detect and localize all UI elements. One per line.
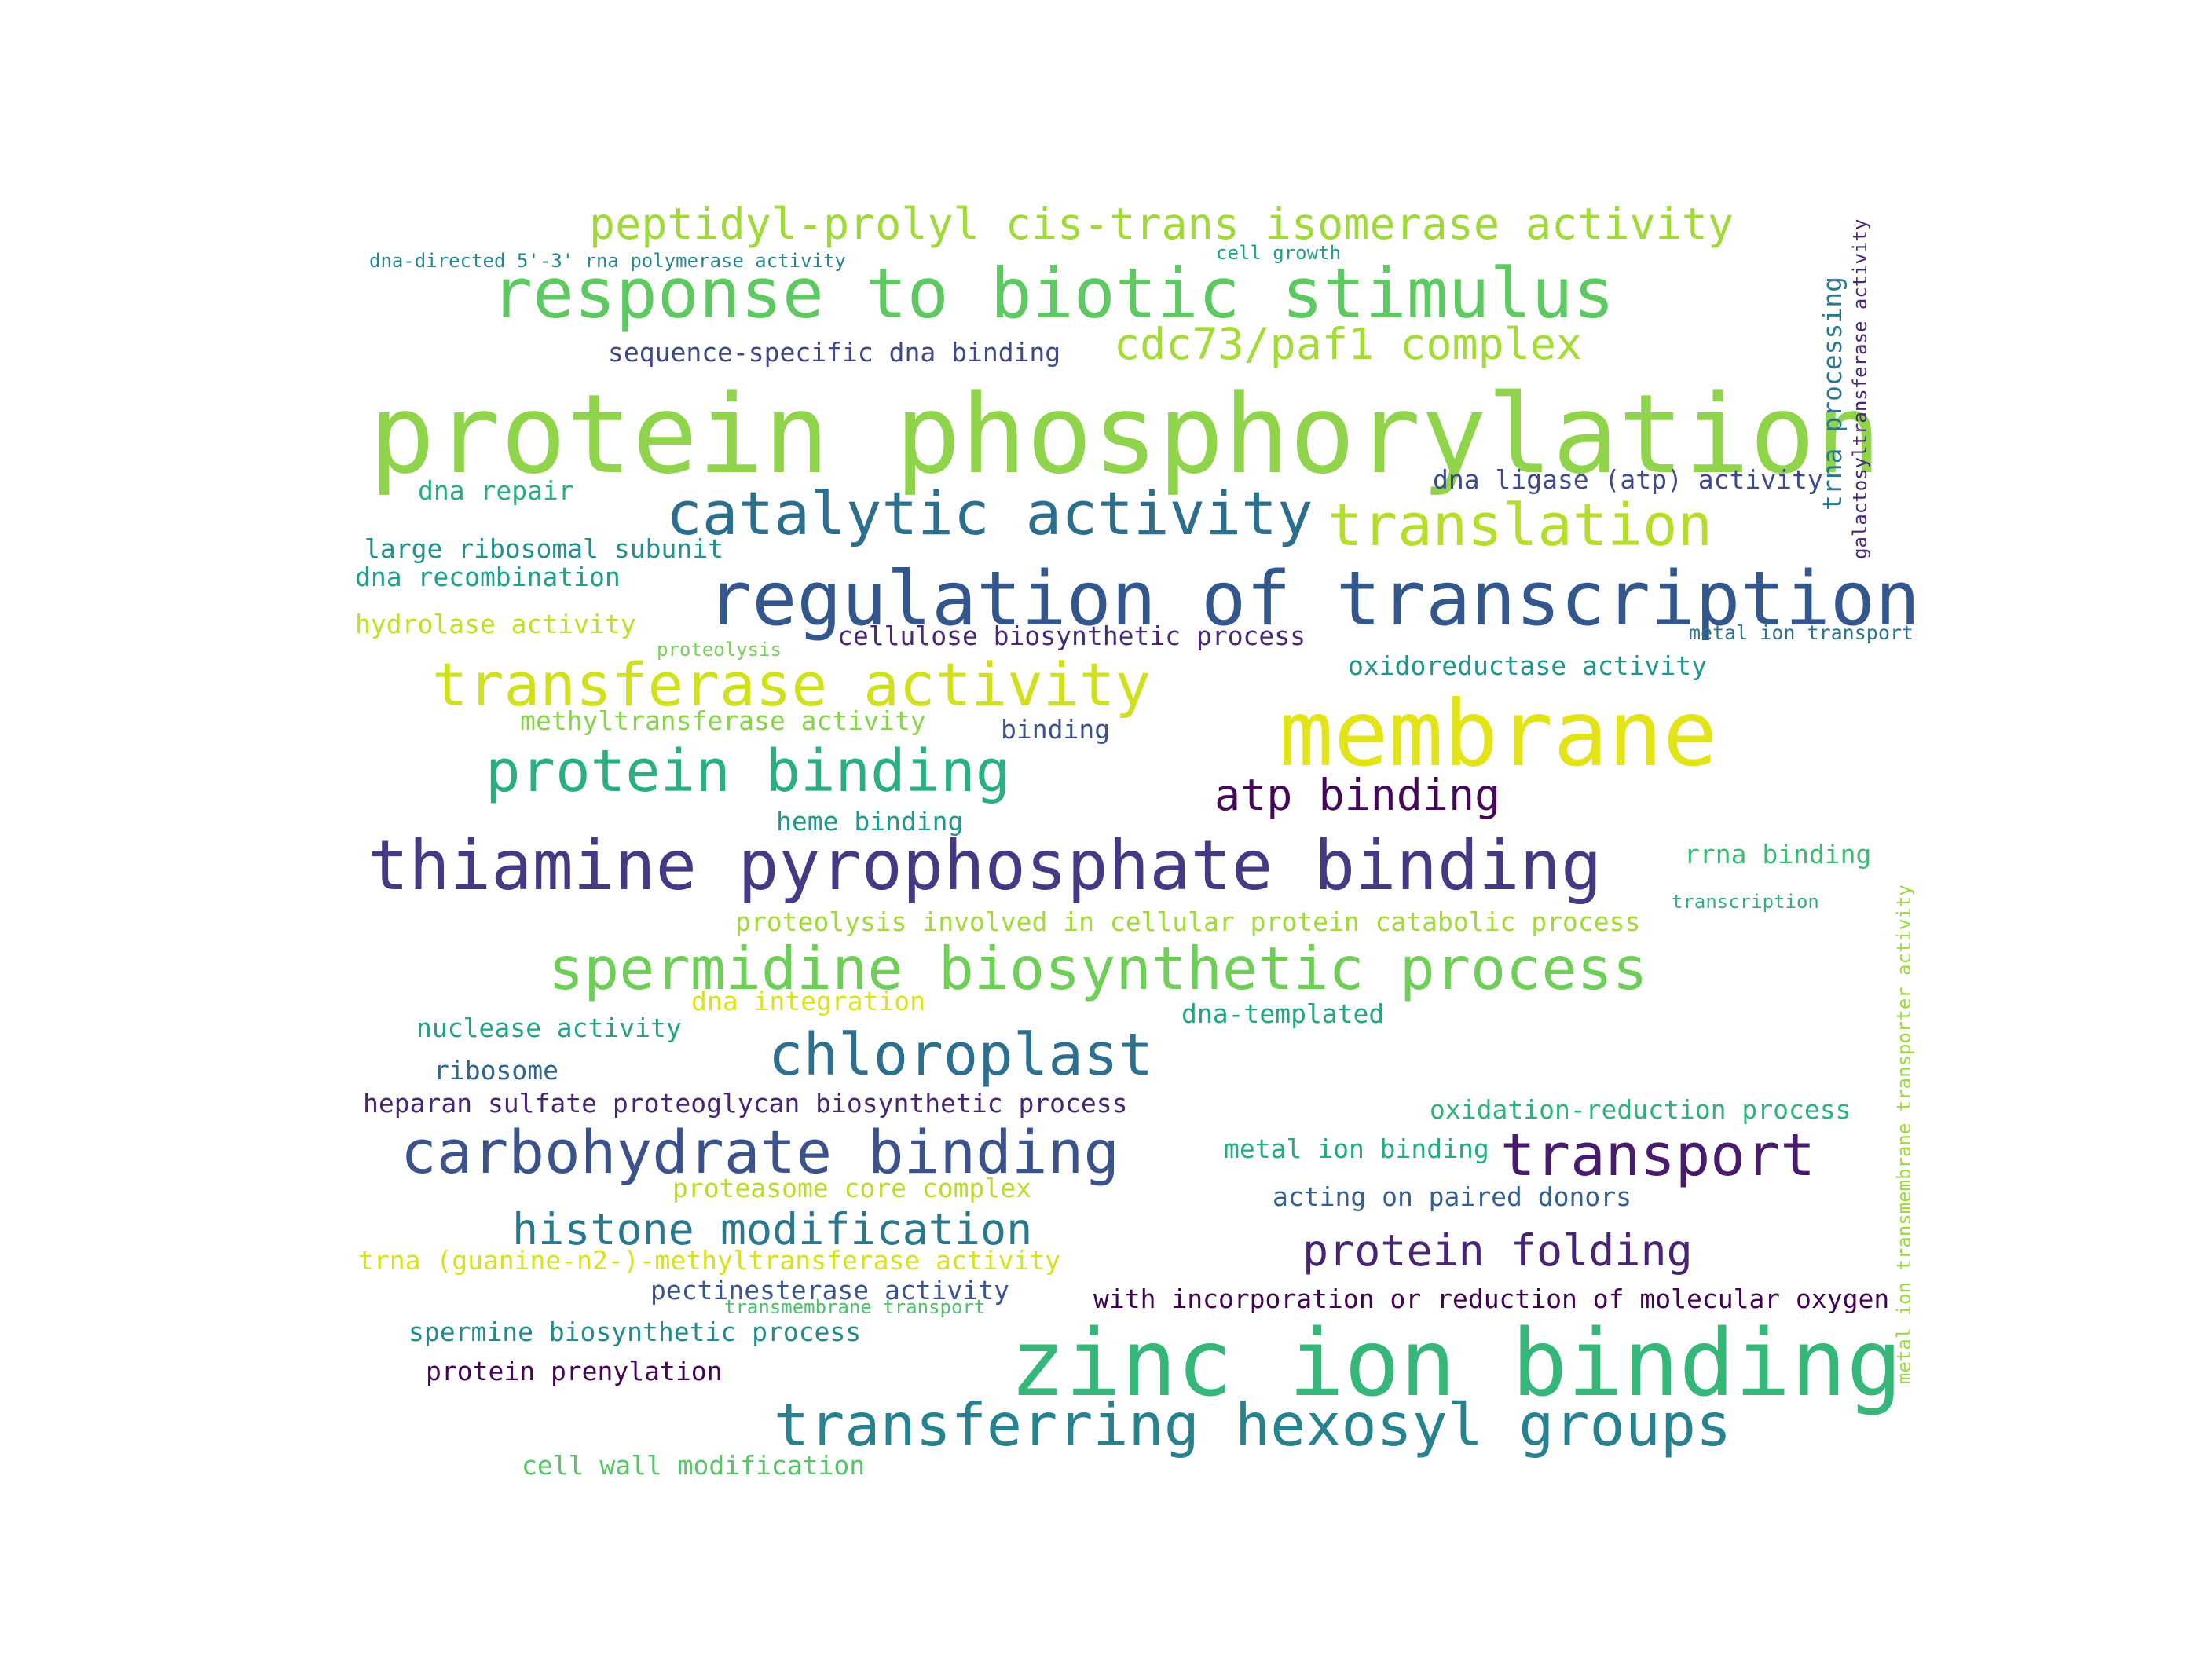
word-with-incorporation-or-reduction-of-molecular-oxygen[interactable]: with incorporation or reduction of molec…	[1093, 1284, 1890, 1314]
word-dna-integration[interactable]: dna integration	[691, 986, 926, 1016]
word-cell-wall-modification[interactable]: cell wall modification	[522, 1450, 866, 1481]
word-oxidation-reduction-process[interactable]: oxidation-reduction process	[1430, 1094, 1851, 1125]
word-cellulose-biosynthetic-process[interactable]: cellulose biosynthetic process	[837, 621, 1306, 651]
word-transport[interactable]: transport	[1500, 1122, 1815, 1189]
word-protein-binding[interactable]: protein binding	[485, 738, 1011, 805]
word-acting-on-paired-donors[interactable]: acting on paired donors	[1273, 1181, 1632, 1212]
word-oxidoreductase-activity[interactable]: oxidoreductase activity	[1348, 650, 1707, 681]
word-transcription[interactable]: transcription	[1672, 891, 1819, 913]
word-protein-phosphorylation[interactable]: protein phosphorylation	[369, 371, 1881, 498]
word-metal-ion-transport[interactable]: metal ion transport	[1689, 621, 1914, 644]
word-membrane[interactable]: membrane	[1279, 681, 1718, 787]
word-metal-ion-transmembrane-transporter-activity[interactable]: metal ion transmembrane transporter acti…	[1893, 884, 1915, 1384]
word-regulation-of-transcription[interactable]: regulation of transcription	[707, 556, 1921, 643]
word-large-ribosomal-subunit[interactable]: large ribosomal subunit	[364, 533, 723, 564]
word-chloroplast[interactable]: chloroplast	[768, 1021, 1154, 1089]
word-transmembrane-transport[interactable]: transmembrane transport	[724, 1296, 986, 1318]
word-pectinesterase-activity[interactable]: pectinesterase activity	[650, 1275, 1009, 1306]
word-ribosome[interactable]: ribosome	[434, 1055, 558, 1086]
word-galactosyltransferase-activity[interactable]: galactosyltransferase activity	[1849, 218, 1871, 559]
word-dna-recombination[interactable]: dna recombination	[355, 562, 621, 592]
word-transferase-activity[interactable]: transferase activity	[432, 650, 1152, 720]
word-nuclease-activity[interactable]: nuclease activity	[416, 1013, 682, 1043]
word-dna-directed-rna-polymerase-activity[interactable]: dna-directed 5'-3' rna polymerase activi…	[369, 250, 846, 272]
word-transferring-hexosyl-groups[interactable]: transferring hexosyl groups	[774, 1390, 1732, 1459]
word-trna-guanine-n2-methyltransferase-activity[interactable]: trna (guanine-n2-)-methyltransferase act…	[358, 1245, 1061, 1276]
word-trna-processing[interactable]: trna processing	[1817, 276, 1848, 511]
word-sequence-specific-dna-binding[interactable]: sequence-specific dna binding	[608, 337, 1061, 368]
word-dna-ligase-atp-activity[interactable]: dna ligase (atp) activity	[1433, 464, 1823, 495]
word-zinc-ion-binding[interactable]: zinc ion binding	[1009, 1309, 1903, 1417]
word-heme-binding[interactable]: heme binding	[776, 806, 964, 837]
word-catalytic-activity[interactable]: catalytic activity	[666, 478, 1313, 548]
word-protein-folding[interactable]: protein folding	[1302, 1225, 1693, 1276]
word-thiamine-pyrophosphate-binding[interactable]: thiamine pyrophosphate binding	[368, 826, 1602, 906]
word-cell-growth[interactable]: cell growth	[1216, 242, 1341, 264]
word-carbohydrate-binding[interactable]: carbohydrate binding	[401, 1117, 1120, 1187]
word-response-to-biotic-stimulus[interactable]: response to biotic stimulus	[491, 253, 1615, 334]
word-metal-ion-binding[interactable]: metal ion binding	[1224, 1133, 1489, 1164]
word-translation[interactable]: translation	[1328, 492, 1713, 559]
word-proteasome-core-complex[interactable]: proteasome core complex	[672, 1173, 1031, 1203]
word-atp-binding[interactable]: atp binding	[1214, 770, 1501, 820]
word-spermine-biosynthetic-process[interactable]: spermine biosynthetic process	[408, 1317, 862, 1347]
word-dna-repair[interactable]: dna repair	[418, 475, 574, 506]
word-methyltransferase-activity[interactable]: methyltransferase activity	[520, 705, 926, 736]
word-proteolysis[interactable]: proteolysis	[657, 639, 782, 661]
word-binding[interactable]: binding	[1001, 714, 1111, 745]
word-rrna-binding[interactable]: rrna binding	[1684, 839, 1872, 870]
word-proteolysis-involved-in-cellular-protein-catabolic-process[interactable]: proteolysis involved in cellular protein…	[735, 906, 1641, 937]
word-dna-templated[interactable]: dna-templated	[1181, 998, 1385, 1029]
word-histone-modification[interactable]: histone modification	[512, 1204, 1033, 1254]
word-protein-prenylation[interactable]: protein prenylation	[426, 1356, 723, 1386]
word-cdc73-paf1-complex[interactable]: cdc73/paf1 complex	[1114, 319, 1583, 369]
word-heparan-sulfate-proteoglycan-biosynthetic-process[interactable]: heparan sulfate proteoglycan biosyntheti…	[363, 1088, 1128, 1119]
word-hydrolase-activity[interactable]: hydrolase activity	[355, 609, 636, 639]
word-peptidyl-prolyl-cis-trans-isomerase-activity[interactable]: peptidyl-prolyl cis-trans isomerase acti…	[589, 199, 1734, 249]
word-spermidine-biosynthetic-process[interactable]: spermidine biosynthetic process	[548, 934, 1648, 1003]
